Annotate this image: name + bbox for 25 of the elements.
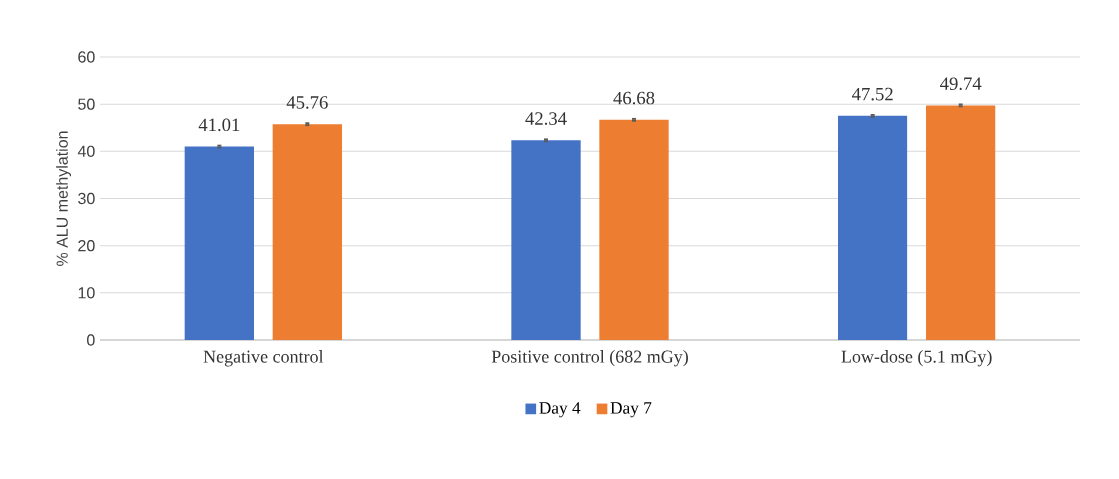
x-tick-label: Positive control (682 mGy) <box>491 350 688 367</box>
y-tick-label: 10 <box>78 287 95 299</box>
x-tick-label: Negative control <box>203 350 324 367</box>
y-tick-label: 50 <box>78 98 95 110</box>
data-label: 46.68 <box>613 91 655 105</box>
bar <box>184 146 255 340</box>
bar <box>926 105 996 340</box>
y-tick-label: 30 <box>78 192 95 205</box>
bar <box>838 115 908 340</box>
bar <box>272 124 343 340</box>
y-tick-label: 20 <box>78 240 95 252</box>
legend-label: Day 4 <box>539 402 581 418</box>
data-label: 45.76 <box>286 96 328 109</box>
legend-label: Day 7 <box>610 402 652 418</box>
bar <box>511 140 581 340</box>
y-tick-label: 0 <box>87 334 95 346</box>
data-label: 42.34 <box>525 112 567 125</box>
data-label: 49.74 <box>940 77 982 91</box>
y-tick-label: 40 <box>77 145 95 157</box>
y-axis-title: % ALU methylation <box>56 131 72 266</box>
x-tick-label: Low-dose (5.1 mGy) <box>841 350 992 367</box>
y-tick-label: 60 <box>78 51 95 63</box>
data-label: 41.01 <box>198 118 240 132</box>
bar <box>599 119 669 340</box>
data-label: 47.52 <box>852 87 893 101</box>
